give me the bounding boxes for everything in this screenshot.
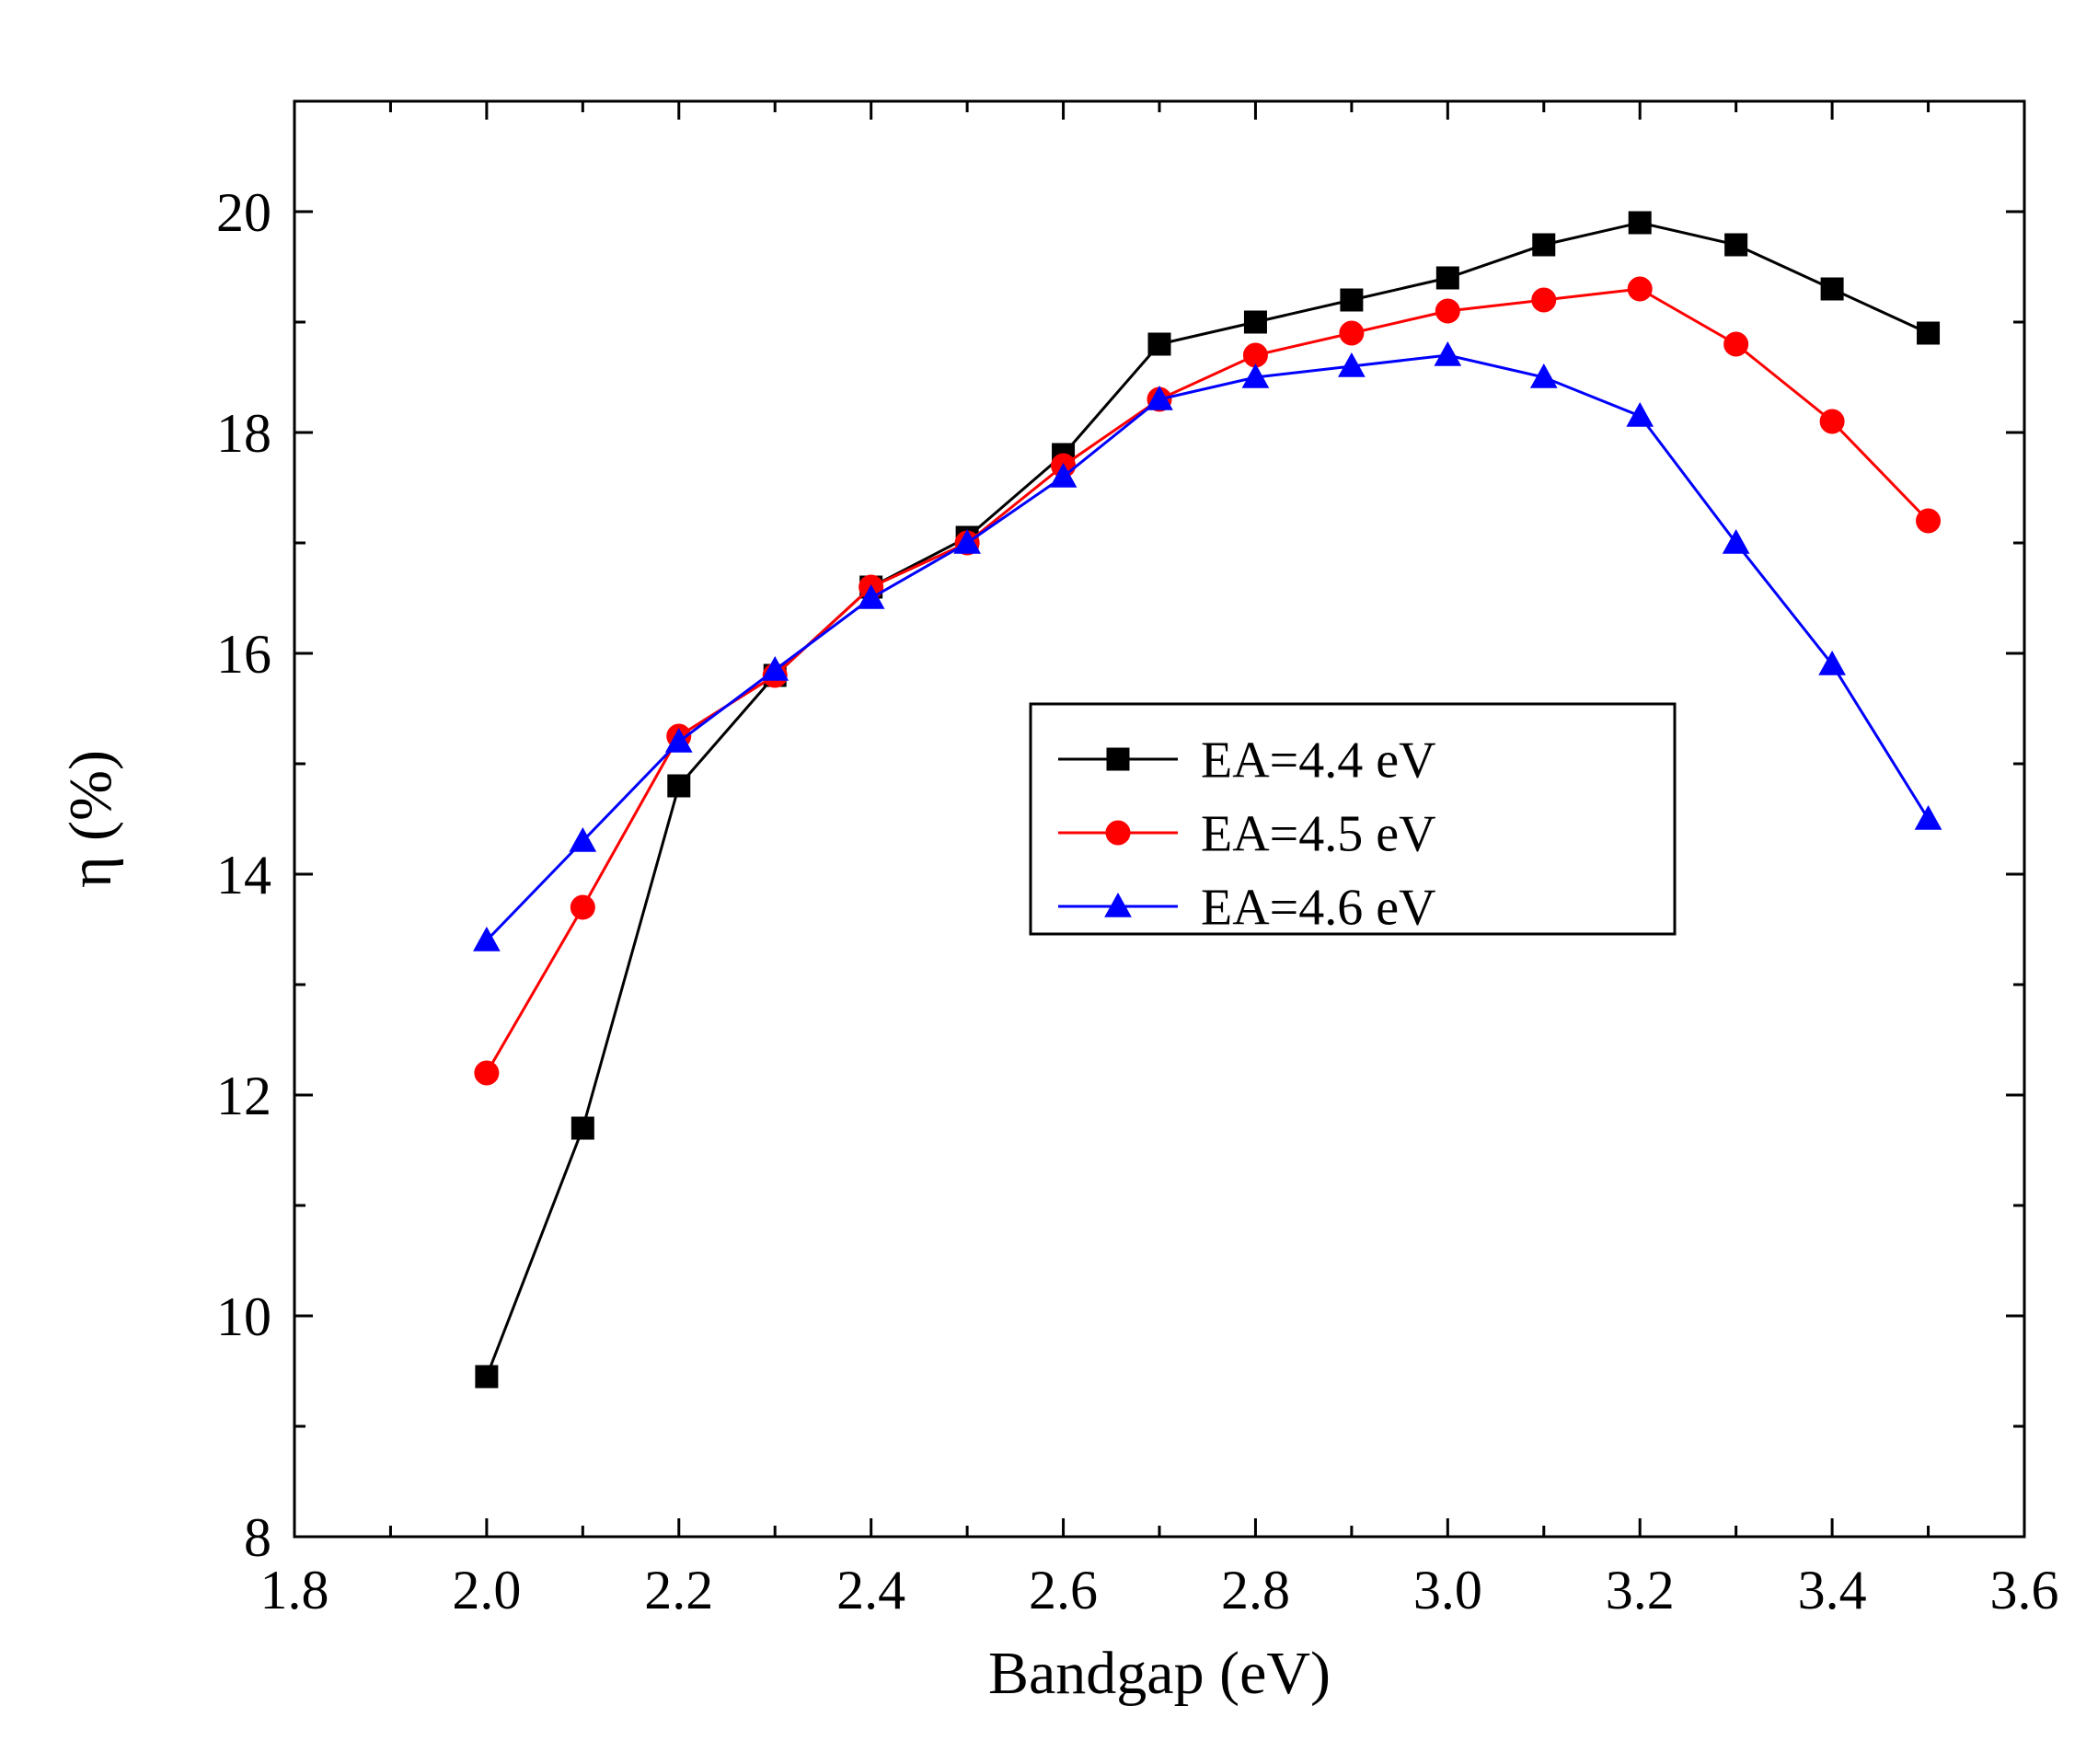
y-tick-label: 18: [216, 403, 271, 464]
y-tick-label: 12: [216, 1066, 271, 1126]
legend-label: EA=4.5 eV: [1201, 806, 1436, 863]
x-tick-label: 2.6: [1029, 1560, 1098, 1620]
x-tick-label: 1.8: [260, 1560, 329, 1620]
x-tick-label: 3.2: [1606, 1560, 1675, 1620]
x-tick-label: 2.4: [836, 1560, 905, 1620]
legend-label: EA=4.4 eV: [1201, 732, 1436, 790]
x-tick-label: 3.6: [1990, 1560, 2059, 1620]
y-tick-label: 14: [216, 845, 271, 905]
y-axis-label: η (%): [57, 750, 124, 888]
x-tick-label: 3.0: [1413, 1560, 1482, 1620]
x-tick-label: 2.2: [644, 1560, 713, 1620]
efficiency-vs-bandgap-chart: 1.8 2.0 2.2 2.4 2.6 2.8 3.0 3.2 3.4 3.6 8 10 12 14 16 1…: [0, 0, 2086, 1764]
y-tick-label: 8: [244, 1507, 271, 1568]
x-axis-label: Bandgap (eV): [988, 1640, 1331, 1707]
legend: EA=4.4 eV EA=4.5 eV EA=4.6 eV: [1031, 704, 1675, 937]
y-tick-label: 10: [216, 1286, 271, 1347]
x-tick-label: 2.8: [1221, 1560, 1290, 1620]
x-tick-label: 2.0: [452, 1560, 521, 1620]
y-tick-label: 16: [216, 624, 271, 685]
x-tick-label: 3.4: [1798, 1560, 1867, 1620]
legend-label: EA=4.6 eV: [1201, 880, 1436, 937]
y-tick-label: 20: [216, 182, 271, 243]
chart-container: 1.8 2.0 2.2 2.4 2.6 2.8 3.0 3.2 3.4 3.6 8 10 12 14 16 1…: [0, 0, 2086, 1764]
